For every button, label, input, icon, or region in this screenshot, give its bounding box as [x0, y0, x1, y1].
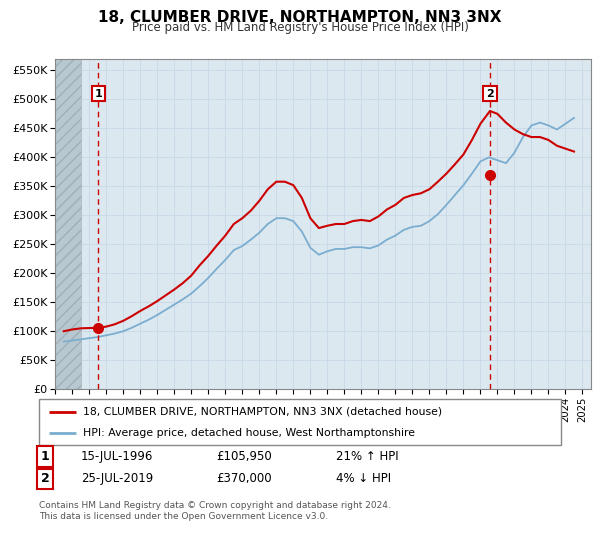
Text: 18, CLUMBER DRIVE, NORTHAMPTON, NN3 3NX: 18, CLUMBER DRIVE, NORTHAMPTON, NN3 3NX — [98, 10, 502, 25]
Text: 18, CLUMBER DRIVE, NORTHAMPTON, NN3 3NX (detached house): 18, CLUMBER DRIVE, NORTHAMPTON, NN3 3NX … — [83, 407, 442, 417]
Text: 2: 2 — [486, 88, 494, 99]
Text: HPI: Average price, detached house, West Northamptonshire: HPI: Average price, detached house, West… — [83, 428, 415, 438]
Text: 21% ↑ HPI: 21% ↑ HPI — [336, 450, 398, 463]
Text: 4% ↓ HPI: 4% ↓ HPI — [336, 472, 391, 486]
Text: Contains HM Land Registry data © Crown copyright and database right 2024.
This d: Contains HM Land Registry data © Crown c… — [39, 501, 391, 521]
Bar — [55, 59, 81, 389]
Bar — [55, 59, 81, 389]
Text: £370,000: £370,000 — [216, 472, 272, 486]
Text: 15-JUL-1996: 15-JUL-1996 — [81, 450, 154, 463]
Text: Price paid vs. HM Land Registry's House Price Index (HPI): Price paid vs. HM Land Registry's House … — [131, 21, 469, 34]
Text: 1: 1 — [41, 450, 49, 463]
Text: 1: 1 — [95, 88, 102, 99]
Text: 2: 2 — [41, 472, 49, 486]
Text: £105,950: £105,950 — [216, 450, 272, 463]
Text: 25-JUL-2019: 25-JUL-2019 — [81, 472, 153, 486]
